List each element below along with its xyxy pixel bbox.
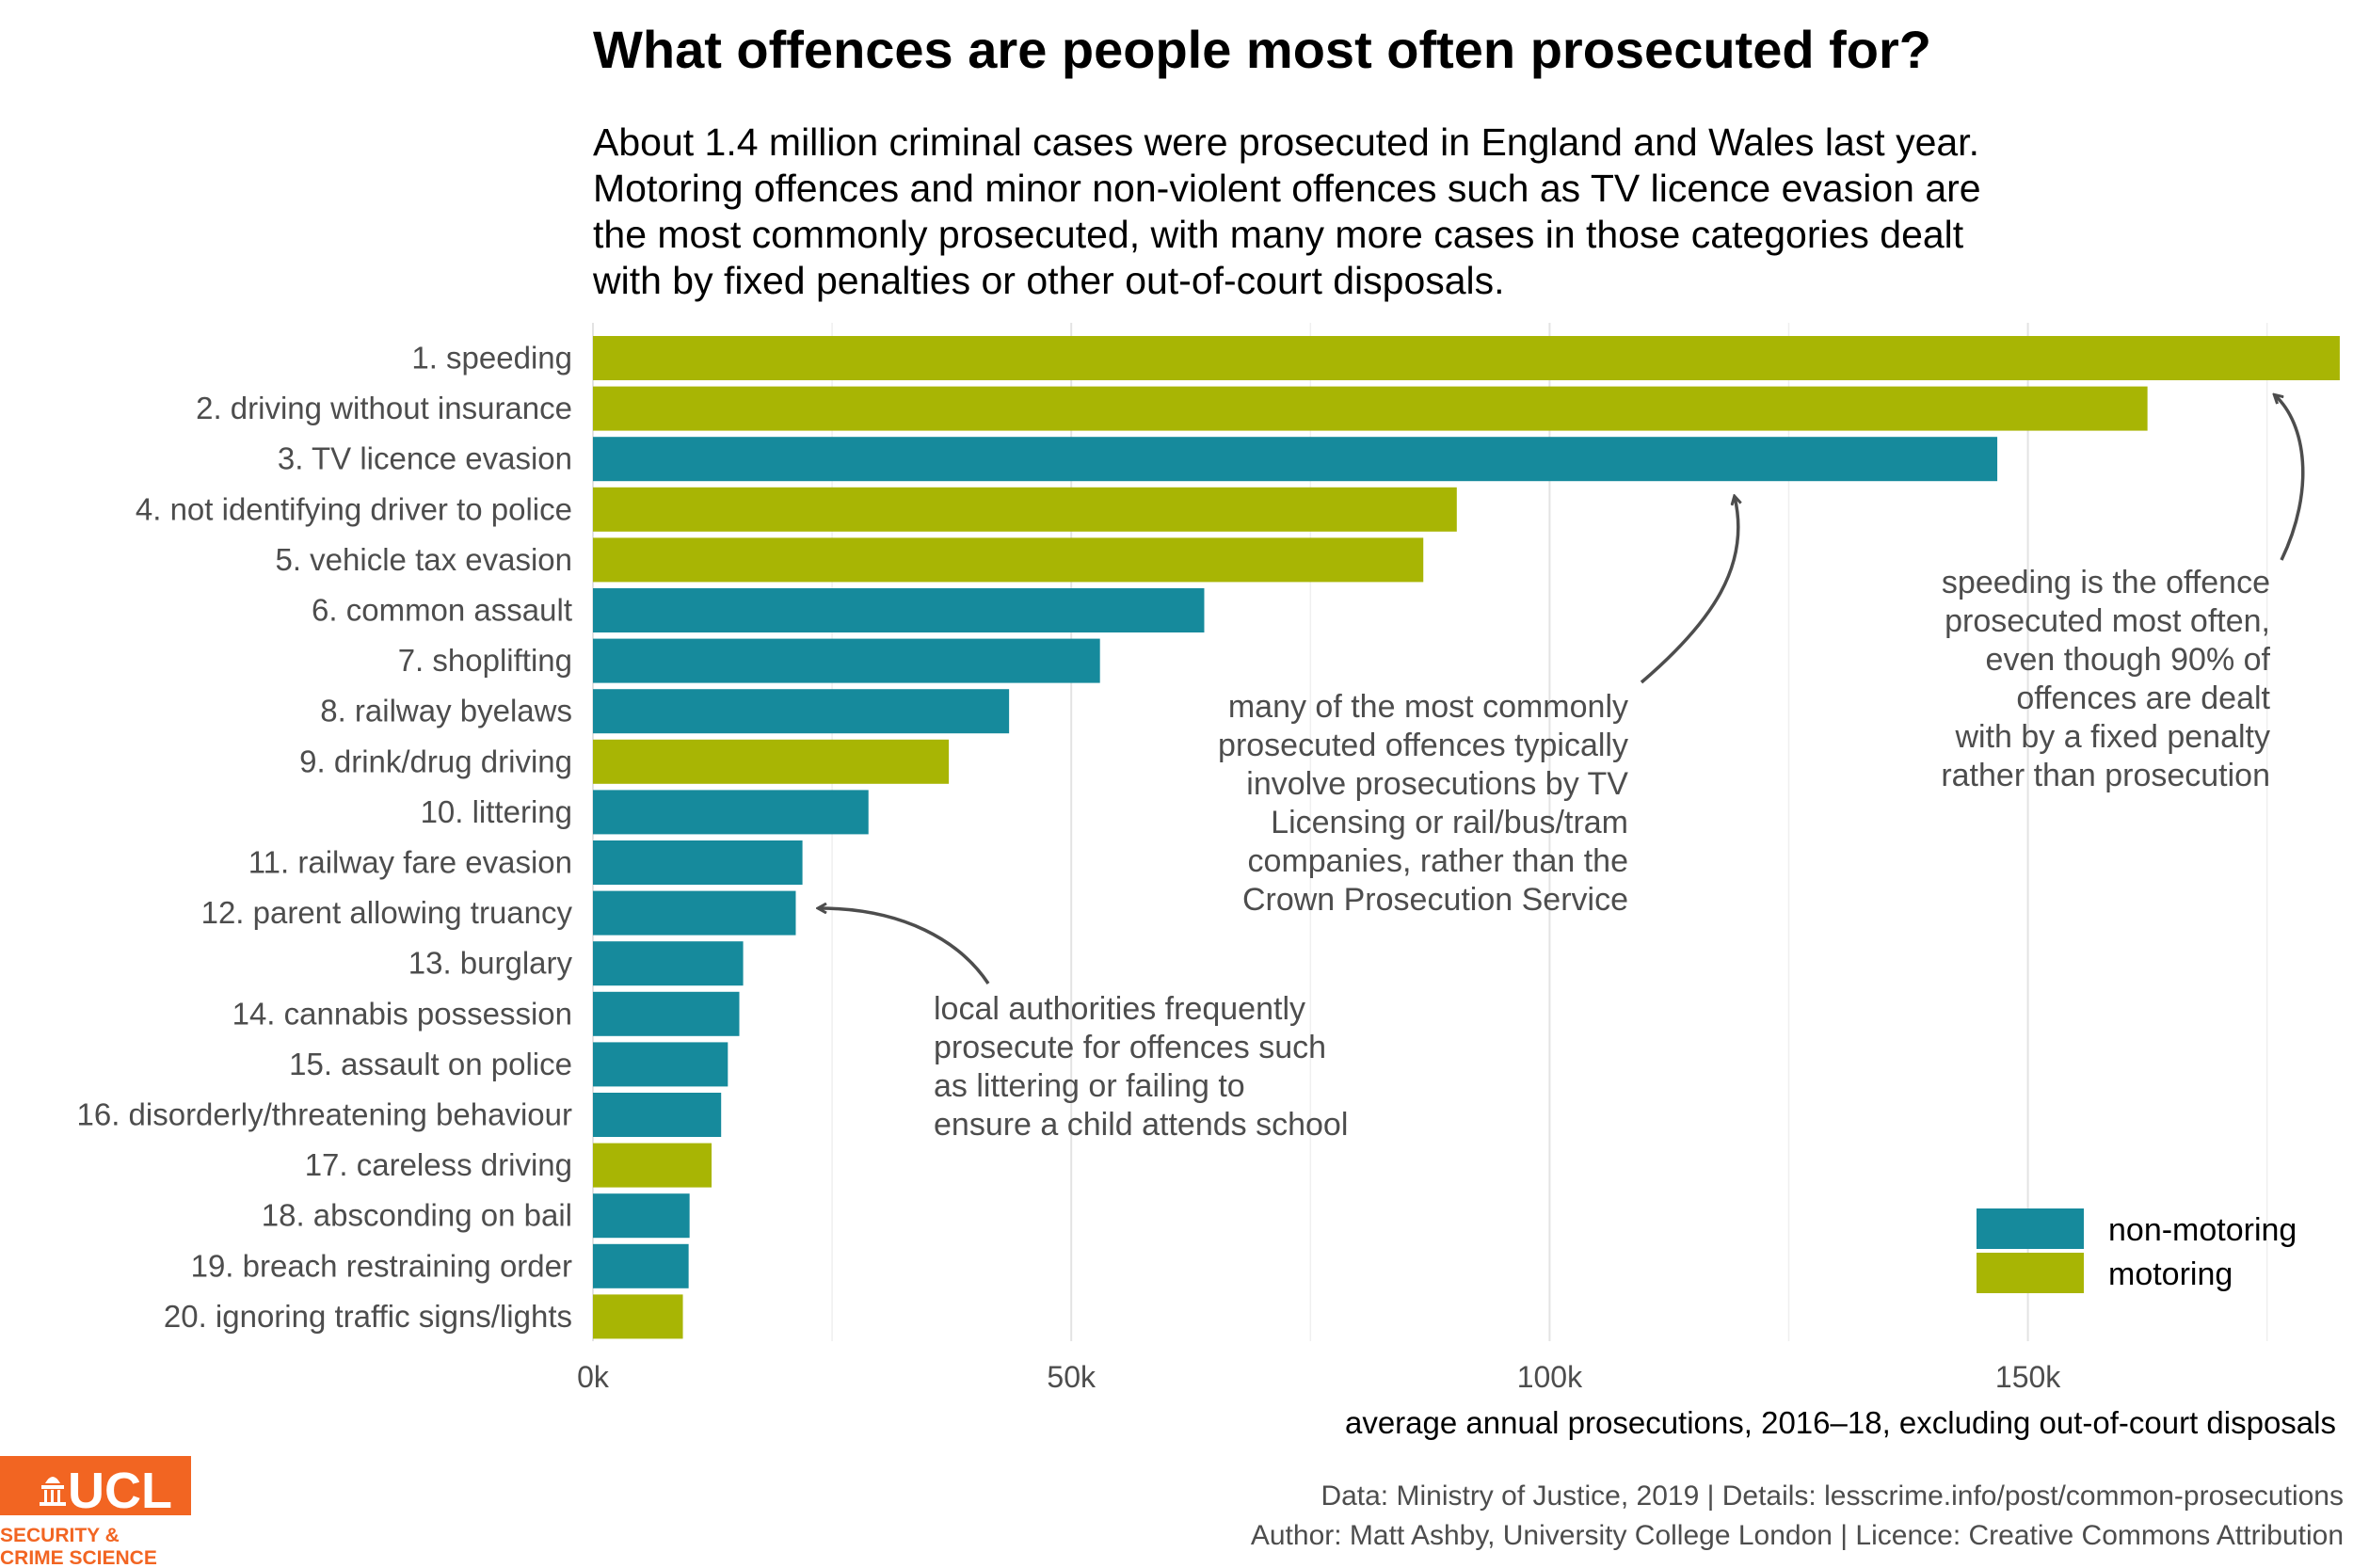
portico-icon bbox=[40, 1477, 66, 1506]
annotation-line: prosecuted most often, bbox=[1945, 603, 2270, 639]
category-label: 4. not identifying driver to police bbox=[136, 491, 572, 526]
annotation-line: as littering or failing to bbox=[934, 1068, 1245, 1104]
legend-label: non-motoring bbox=[2108, 1212, 2297, 1248]
caption-line: Author: Matt Ashby, University College L… bbox=[1251, 1520, 2344, 1551]
annotation-line: involve prosecutions by TV bbox=[1246, 766, 1628, 802]
bar bbox=[593, 790, 869, 835]
annotation-line: many of the most commonly bbox=[1228, 689, 1628, 725]
category-label: 7. shoplifting bbox=[398, 643, 572, 678]
bar bbox=[593, 1143, 712, 1188]
bar bbox=[593, 840, 803, 885]
category-label: 5. vehicle tax evasion bbox=[275, 542, 572, 577]
legend-label: motoring bbox=[2108, 1256, 2233, 1292]
legend: non-motoring motoring bbox=[1977, 1208, 2297, 1293]
category-label: 8. railway byelaws bbox=[320, 694, 572, 728]
bar bbox=[593, 336, 2340, 380]
category-label: 12. parent allowing truancy bbox=[201, 895, 573, 930]
subtitle-line: About 1.4 million criminal cases were pr… bbox=[593, 120, 1979, 164]
ucl-logo: UCL SECURITY & CRIME SCIENCE bbox=[0, 1456, 191, 1568]
bar bbox=[593, 1093, 722, 1137]
bar bbox=[593, 386, 2148, 431]
bar bbox=[593, 537, 1424, 583]
caption: Data: Ministry of Justice, 2019 | Detail… bbox=[1251, 1480, 2344, 1551]
category-labels: 1. speeding 2. driving without insurance 3… bbox=[76, 341, 572, 1334]
x-axis-title: average annual prosecutions, 2016–18, ex… bbox=[1345, 1405, 2336, 1440]
category-label: 18. absconding on bail bbox=[262, 1198, 572, 1233]
category-label: 10. littering bbox=[421, 794, 572, 829]
x-axis-ticks: 0k 50k 100k 150k bbox=[577, 1360, 2061, 1394]
category-label: 2. driving without insurance bbox=[196, 391, 572, 425]
annotation-line: companies, rather than the bbox=[1248, 843, 1628, 879]
category-label: 3. TV licence evasion bbox=[278, 441, 572, 476]
category-label: 6. common assault bbox=[312, 593, 572, 628]
annotation-line: prosecute for offences such bbox=[934, 1030, 1326, 1065]
annotation-line: Crown Prosecution Service bbox=[1242, 882, 1628, 918]
annotation-arrow bbox=[819, 908, 990, 984]
bar bbox=[593, 739, 950, 784]
x-tick-label: 0k bbox=[577, 1360, 610, 1394]
category-label: 1. speeding bbox=[411, 341, 572, 376]
chart-title: What offences are people most often pros… bbox=[593, 20, 1931, 79]
category-label: 15. assault on police bbox=[289, 1047, 572, 1081]
subtitle-line: the most commonly prosecuted, with many … bbox=[593, 213, 1964, 256]
category-label: 13. burglary bbox=[408, 946, 573, 981]
x-tick-label: 100k bbox=[1517, 1360, 1583, 1394]
bar bbox=[593, 890, 796, 936]
logo-line: SECURITY & bbox=[0, 1525, 120, 1546]
bar bbox=[593, 487, 1457, 532]
annotation-line: offences are dealt bbox=[2016, 680, 2270, 716]
legend-swatch-non-motoring bbox=[1977, 1208, 2084, 1249]
logo-line: CRIME SCIENCE bbox=[0, 1547, 157, 1568]
category-label: 14. cannabis possession bbox=[232, 996, 572, 1031]
logo-block bbox=[0, 1456, 191, 1515]
category-label: 16. disorderly/threatening behaviour bbox=[76, 1097, 572, 1132]
caption-line: Data: Ministry of Justice, 2019 | Detail… bbox=[1321, 1480, 2344, 1512]
bar bbox=[593, 1294, 683, 1339]
logo-brand: UCL bbox=[68, 1463, 172, 1519]
bars bbox=[593, 336, 2340, 1339]
bar bbox=[593, 1042, 728, 1087]
annotation-arrow bbox=[2275, 395, 2305, 561]
annotation-line: speeding is the offence bbox=[1942, 565, 2270, 600]
legend-swatch-motoring bbox=[1977, 1253, 2084, 1293]
category-label: 19. breach restraining order bbox=[191, 1248, 572, 1283]
subtitle-line: Motoring offences and minor non-violent … bbox=[593, 167, 1981, 210]
bar bbox=[593, 1193, 690, 1239]
annotation-line: even though 90% of bbox=[1986, 642, 2271, 678]
category-label: 11. railway fare evasion bbox=[248, 845, 572, 880]
x-tick-label: 50k bbox=[1047, 1360, 1096, 1394]
annotation-arrow bbox=[1640, 497, 1738, 684]
chart-subtitle: About 1.4 million criminal cases were pr… bbox=[592, 120, 1981, 302]
bar bbox=[593, 437, 1998, 482]
annotation-speeding: speeding is the offence prosecuted most … bbox=[1941, 395, 2305, 793]
bar bbox=[593, 638, 1100, 683]
bar bbox=[593, 588, 1205, 632]
bar bbox=[593, 941, 744, 986]
bar bbox=[593, 1243, 689, 1288]
annotation-line: Licensing or rail/bus/tram bbox=[1271, 805, 1628, 840]
bar bbox=[593, 991, 740, 1036]
annotation-line: local authorities frequently bbox=[934, 991, 1305, 1027]
annotation-line: rather than prosecution bbox=[1941, 758, 2270, 793]
annotation-line: ensure a child attends school bbox=[934, 1107, 1348, 1143]
annotation-local-authorities: local authorities frequently prosecute f… bbox=[819, 908, 1348, 1143]
x-tick-label: 150k bbox=[1995, 1360, 2061, 1394]
category-label: 17. careless driving bbox=[305, 1147, 572, 1182]
bar bbox=[593, 689, 1010, 734]
annotation-line: with by a fixed penalty bbox=[1954, 719, 2270, 755]
annotation-tv-licence: many of the most commonly prosecuted off… bbox=[1218, 497, 1738, 918]
category-label: 20. ignoring traffic signs/lights bbox=[164, 1299, 572, 1334]
subtitle-line: with by fixed penalties or other out-of-… bbox=[592, 259, 1505, 302]
annotation-line: prosecuted offences typically bbox=[1218, 728, 1628, 763]
category-label: 9. drink/drug driving bbox=[299, 744, 572, 778]
